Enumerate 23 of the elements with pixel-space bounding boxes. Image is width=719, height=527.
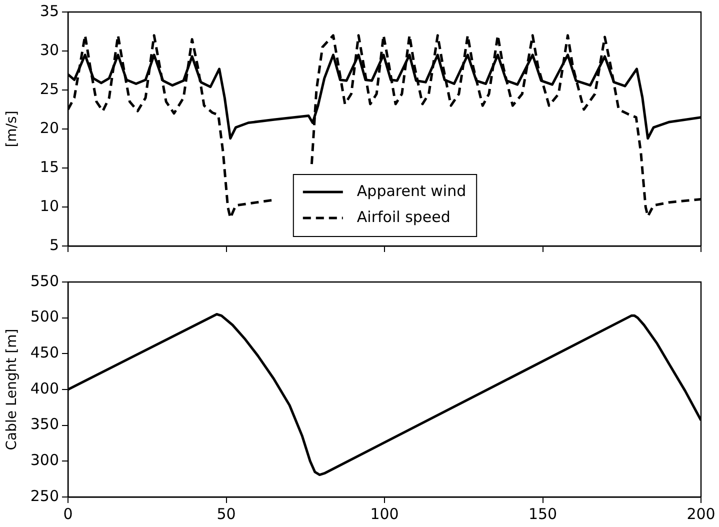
y-axis-title: [m/s] — [4, 110, 20, 148]
y-tick-label: 15 — [40, 158, 59, 176]
x-tick-label: 0 — [63, 504, 73, 523]
legend-label: Airfoil speed — [356, 208, 450, 226]
x-tick-label: 200 — [686, 504, 716, 523]
y-tick-label: 550 — [30, 272, 59, 290]
y-tick-label: 300 — [30, 451, 59, 470]
y-tick-label: 450 — [30, 344, 59, 362]
y-tick-label: 10 — [40, 196, 59, 215]
y-tick-label: 5 — [49, 236, 59, 254]
y-axis-title: Cable Lenght [m] — [4, 328, 20, 450]
y-tick-label: 350 — [30, 415, 59, 434]
y-tick-label: 400 — [30, 379, 59, 398]
y-tick-label: 500 — [30, 308, 59, 326]
y-tick-label: 35 — [40, 2, 59, 20]
x-tick-label: 50 — [216, 504, 236, 523]
x-tick-label: 150 — [528, 504, 558, 523]
y-tick-label: 30 — [40, 40, 59, 59]
y-tick-label: 25 — [40, 80, 59, 98]
y-tick-label: 20 — [40, 118, 59, 137]
x-tick-label: 100 — [370, 504, 399, 523]
y-tick-label: 250 — [30, 486, 59, 505]
legend-label: Apparent wind — [356, 182, 466, 200]
